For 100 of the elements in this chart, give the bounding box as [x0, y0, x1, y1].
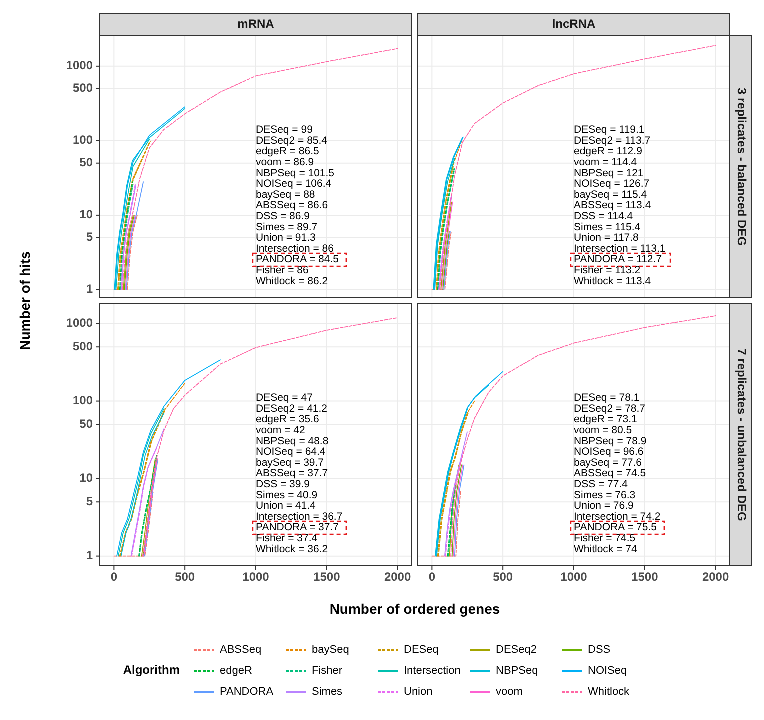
annotation: NBPSeq = 101.5 [256, 167, 335, 180]
legend-label: Whitlock [588, 686, 630, 698]
annotation: DSS = 114.4 [574, 210, 634, 222]
x-tick-label: 1500 [632, 570, 659, 584]
annotation: ABSSeq = 86.6 [256, 200, 328, 212]
y-tick-label: 1000 [66, 316, 94, 330]
legend-label: Intersection [404, 664, 461, 677]
y-tick-label: 1000 [66, 58, 94, 73]
y-tick-label: 10 [80, 208, 94, 222]
x-tick-label: 1500 [314, 570, 341, 584]
annotation: Union = 91.3 [256, 232, 316, 244]
x-tick-label: 500 [175, 570, 196, 584]
x-axis-title: Number of ordered genes [330, 601, 500, 617]
legend-label: Fisher [312, 664, 343, 677]
annotation: ABSSeq = 113.4 [574, 200, 652, 212]
annotation: Fisher = 74.5 [574, 532, 636, 544]
annotation: Intersection = 86 [256, 242, 334, 255]
y-tick-label: 5 [86, 494, 94, 508]
annotation: NOISeq = 106.4 [256, 178, 332, 190]
annotation: NBPSeq = 78.9 [574, 435, 647, 448]
legend-title: Algorithm [123, 663, 180, 678]
text: 3 replicates - balanced DEG [734, 88, 749, 246]
annotation: Fisher = 37.4 [256, 532, 318, 544]
annotation: NBPSeq = 121 [574, 167, 644, 180]
annotation: voom = 86.9 [256, 156, 314, 168]
annotation: Whitlock = 113.4 [574, 275, 652, 288]
annotation: edgeR = 73.1 [574, 414, 638, 426]
annotation: NBPSeq = 48.8 [256, 435, 329, 448]
annotation: edgeR = 86.5 [256, 146, 320, 158]
annotation: DESeq2 = 85.4 [256, 134, 328, 147]
annotation: Simes = 40.9 [256, 489, 318, 502]
y-tick-label: 1 [86, 282, 94, 296]
x-tick-label: 500 [493, 570, 514, 584]
x-tick-label: 1000 [242, 570, 270, 584]
x-tick-label: 2000 [702, 570, 730, 584]
y-tick-label: 50 [80, 156, 94, 170]
annotation: Union = 117.8 [574, 232, 640, 244]
annotation: baySeq = 88 [256, 188, 316, 201]
x-tick-label: 2000 [384, 570, 412, 584]
y-tick-label: 100 [72, 393, 94, 408]
annotation: Intersection = 74.2 [574, 510, 661, 523]
y-tick-label: 1 [86, 548, 94, 562]
y-tick-label: 100 [72, 133, 94, 148]
annotation: DESeq2 = 41.2 [256, 402, 328, 415]
annotation: Whitlock = 74 [574, 543, 638, 556]
legend-label: edgeR [220, 664, 252, 677]
annotation: NOISeq = 96.6 [574, 446, 644, 458]
annotation: voom = 42 [256, 424, 306, 436]
x-tick-label: 0 [110, 570, 118, 584]
annotation: Intersection = 36.7 [256, 510, 343, 523]
x-tick-label: 1000 [560, 570, 588, 584]
annotation: Simes = 115.4 [574, 221, 641, 234]
annotation: PANDORA = 112.7 [574, 254, 662, 266]
y-tick-label: 5 [86, 230, 94, 244]
legend-label: DESeq2 [496, 644, 537, 656]
annotation: DSS = 77.4 [574, 478, 628, 490]
x-tick-label: 0 [428, 570, 436, 584]
legend-label: Union [404, 686, 433, 698]
legend-label: ABSSeq [220, 644, 262, 656]
annotation: Union = 76.9 [574, 500, 634, 512]
annotation: ABSSeq = 74.5 [574, 468, 646, 480]
annotation: baySeq = 115.4 [574, 188, 648, 201]
annotation: DESeq = 47 [256, 392, 314, 404]
annotation: NOISeq = 64.4 [256, 446, 326, 458]
annotation: voom = 114.4 [574, 156, 638, 168]
annotation: Whitlock = 36.2 [256, 543, 328, 556]
legend-label: Simes [312, 686, 344, 698]
text: 7 replicates - unbalanced DEG [734, 348, 749, 522]
legend-label: PANDORA [220, 686, 274, 698]
chart-title: mRNA [238, 17, 275, 32]
legend-label: NBPSeq [496, 664, 538, 677]
annotation: edgeR = 35.6 [256, 414, 320, 426]
y-axis-title: Number of hits [17, 251, 33, 350]
annotation: PANDORA = 37.7 [256, 522, 340, 534]
y-tick-label: 50 [80, 416, 94, 431]
chart-title: lncRNA [552, 17, 596, 32]
legend-label: DESeq [404, 644, 439, 656]
y-tick-label: 500 [72, 81, 94, 96]
legend-label: DSS [588, 644, 611, 656]
annotation: Whitlock = 86.2 [256, 275, 328, 288]
annotation: PANDORA = 84.5 [256, 254, 340, 266]
legend-label: voom [496, 686, 523, 698]
annotation: DESeq = 119.1 [574, 124, 645, 136]
annotation: Union = 41.4 [256, 500, 316, 512]
annotation: Simes = 89.7 [256, 221, 318, 234]
y-tick-label: 10 [80, 470, 94, 485]
annotation: voom = 80.5 [574, 424, 632, 436]
y-tick-label: 500 [72, 339, 94, 354]
annotation: DESeq2 = 113.7 [574, 134, 651, 147]
annotation: Fisher = 86 [256, 264, 309, 276]
annotation: DESeq = 99 [256, 124, 314, 136]
annotation: Fisher = 113.2 [574, 264, 641, 276]
legend-label: baySeq [312, 644, 350, 656]
annotation: ABSSeq = 37.7 [256, 468, 328, 480]
annotation: DSS = 39.9 [256, 478, 310, 490]
annotation: NOISeq = 126.7 [574, 178, 650, 190]
annotation: baySeq = 77.6 [574, 456, 642, 469]
annotation: DESeq = 78.1 [574, 392, 640, 404]
annotation: edgeR = 112.9 [574, 146, 643, 158]
annotation: baySeq = 39.7 [256, 456, 324, 469]
